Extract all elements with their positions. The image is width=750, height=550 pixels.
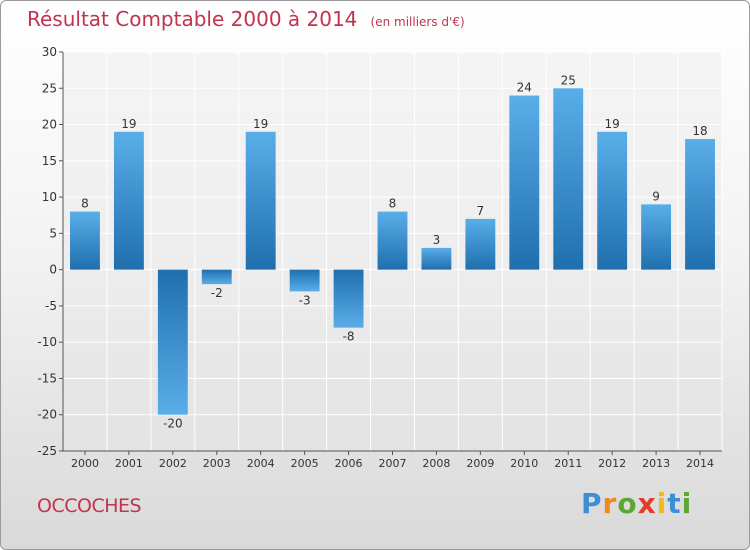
x-tick-label: 2012 bbox=[598, 457, 626, 470]
x-tick-label: 2007 bbox=[379, 457, 407, 470]
data-label: -2 bbox=[211, 286, 223, 300]
data-label: 8 bbox=[81, 197, 89, 211]
chart-title: Résultat Comptable 2000 à 2014 bbox=[27, 7, 358, 31]
bar bbox=[641, 204, 672, 270]
proxiti-logo: Proxiti bbox=[581, 487, 692, 520]
x-tick-label: 2010 bbox=[510, 457, 538, 470]
place-name: OCCOCHES bbox=[37, 495, 142, 517]
bar bbox=[553, 88, 584, 270]
x-tick-label: 2013 bbox=[642, 457, 670, 470]
bar bbox=[289, 269, 320, 292]
logo-letter: i bbox=[681, 487, 693, 520]
bar bbox=[245, 131, 276, 270]
x-tick-label: 2006 bbox=[335, 457, 363, 470]
y-tick-label: -5 bbox=[45, 299, 57, 313]
x-tick-label: 2011 bbox=[554, 457, 582, 470]
bar bbox=[377, 211, 408, 270]
bar bbox=[597, 131, 628, 270]
y-tick-label: -10 bbox=[37, 335, 57, 349]
data-label: 25 bbox=[561, 73, 576, 87]
x-tick-label: 2008 bbox=[422, 457, 450, 470]
data-label: 19 bbox=[121, 117, 136, 131]
data-label: 19 bbox=[253, 117, 268, 131]
bar bbox=[113, 131, 144, 270]
y-tick-label: 30 bbox=[42, 45, 57, 59]
bar bbox=[421, 247, 452, 270]
x-tick-label: 2001 bbox=[115, 457, 143, 470]
bar bbox=[509, 95, 540, 270]
chart-subtitle: (en milliers d'€) bbox=[370, 15, 465, 29]
bar bbox=[70, 211, 100, 270]
y-tick-label: 15 bbox=[42, 154, 57, 168]
data-label: 8 bbox=[389, 197, 397, 211]
data-label: 24 bbox=[517, 81, 532, 95]
y-tick-label: 25 bbox=[42, 81, 57, 95]
x-tick-label: 2004 bbox=[247, 457, 275, 470]
y-tick-label: 0 bbox=[49, 263, 57, 277]
y-tick-label: -25 bbox=[37, 444, 57, 458]
x-tick-label: 2005 bbox=[291, 457, 319, 470]
title-row: Résultat Comptable 2000 à 2014 (en milli… bbox=[27, 7, 465, 31]
logo-letter: r bbox=[602, 487, 618, 520]
y-tick-label: 20 bbox=[42, 118, 57, 132]
data-label: 3 bbox=[433, 233, 441, 247]
data-label: 18 bbox=[692, 124, 707, 138]
logo-letter: i bbox=[656, 487, 668, 520]
data-label: -20 bbox=[163, 417, 183, 431]
x-tick-label: 2002 bbox=[159, 457, 187, 470]
bar bbox=[465, 218, 496, 270]
bar bbox=[201, 269, 232, 285]
y-tick-label: 5 bbox=[49, 226, 57, 240]
data-label: -3 bbox=[299, 293, 311, 307]
logo-letter: P bbox=[581, 487, 603, 520]
logo-letter: x bbox=[637, 487, 657, 520]
data-label: 19 bbox=[605, 117, 620, 131]
data-label: -8 bbox=[343, 330, 355, 344]
x-tick-label: 2009 bbox=[466, 457, 494, 470]
logo-letter: o bbox=[617, 487, 638, 520]
data-label: 9 bbox=[652, 189, 660, 203]
bar bbox=[157, 269, 188, 415]
bar bbox=[685, 139, 715, 270]
y-tick-label: -20 bbox=[37, 408, 57, 422]
y-tick-label: 10 bbox=[42, 190, 57, 204]
x-tick-label: 2014 bbox=[686, 457, 714, 470]
y-tick-label: -15 bbox=[37, 371, 57, 385]
bar bbox=[333, 269, 364, 328]
x-tick-label: 2000 bbox=[71, 457, 99, 470]
logo-letter: t bbox=[667, 487, 682, 520]
x-tick-label: 2003 bbox=[203, 457, 231, 470]
data-label: 7 bbox=[477, 204, 485, 218]
